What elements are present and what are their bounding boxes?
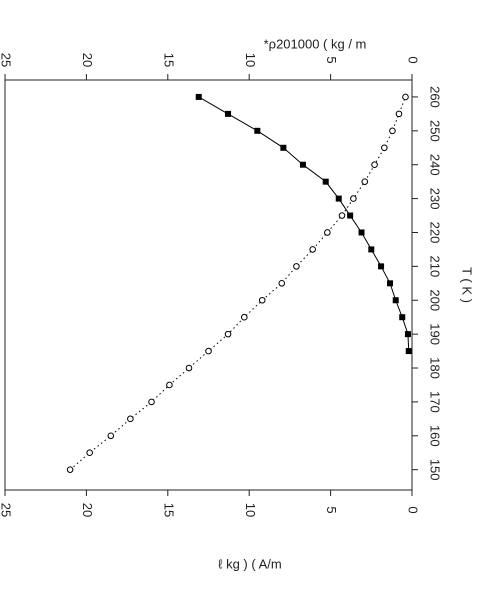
point [402, 93, 409, 101]
x-tick-label: 210 [428, 256, 443, 278]
point [395, 110, 403, 118]
point [358, 229, 365, 236]
point [86, 449, 93, 457]
y2-tick-label: 10 [243, 53, 258, 67]
point [338, 212, 346, 219]
point [258, 296, 266, 304]
point [389, 127, 396, 135]
y-axis-label: ℓ kg ) ( A/m [218, 556, 281, 571]
y-tick-label: 25 [0, 503, 14, 517]
y-tick-label: 10 [243, 503, 258, 517]
point [335, 195, 342, 202]
point [387, 280, 394, 287]
y-tick-label: 0 [406, 506, 421, 513]
y2-tick-label: 0 [406, 56, 421, 63]
point [148, 398, 155, 406]
point [225, 110, 232, 117]
x-axis-label: T ( K ) [460, 267, 475, 303]
plot-frame [4, 79, 413, 491]
y-tick-label: 5 [324, 506, 339, 513]
x-tick-label: 180 [428, 357, 443, 379]
point [195, 93, 202, 100]
point [127, 415, 134, 423]
point [224, 330, 232, 338]
point [350, 195, 357, 202]
x-tick-label: 240 [428, 154, 443, 176]
y2-tick-label: 5 [324, 56, 339, 63]
point [293, 263, 300, 270]
x-tick-label: 260 [428, 86, 443, 108]
point [371, 161, 378, 169]
point [399, 314, 406, 321]
x-tick-label: 160 [428, 425, 443, 447]
point [381, 144, 388, 152]
point [205, 347, 212, 355]
point [299, 161, 306, 168]
y2-tick-label: 25 [0, 53, 14, 67]
point [378, 263, 385, 270]
point [166, 381, 173, 389]
x-tick-label: 200 [428, 289, 443, 311]
y-tick-label: 20 [80, 503, 95, 517]
series-line [198, 96, 410, 352]
point [280, 144, 287, 151]
point [185, 364, 193, 372]
point [322, 178, 329, 185]
point [278, 280, 286, 287]
point [392, 297, 399, 304]
x-tick-label: 190 [428, 323, 443, 345]
y-tick-label: 15 [161, 503, 176, 517]
x-tick-label: 220 [428, 222, 443, 244]
point [361, 178, 369, 185]
point [368, 246, 375, 253]
point [254, 127, 261, 134]
point [347, 212, 354, 219]
x-tick-label: 250 [428, 120, 443, 142]
point [107, 432, 115, 440]
y2-tick-label: 20 [80, 53, 95, 67]
x-tick-label: 230 [428, 188, 443, 210]
point [404, 331, 411, 338]
x-tick-label: 150 [428, 459, 443, 481]
point [66, 466, 74, 473]
y2-tick-label: 15 [161, 53, 176, 67]
y2-axis-label: *ρ201000 ( kg / m [264, 36, 367, 51]
point [309, 246, 316, 253]
point [324, 229, 331, 236]
series-line [69, 96, 406, 471]
point [405, 348, 412, 355]
point [241, 313, 248, 321]
x-tick-label: 170 [428, 391, 443, 413]
